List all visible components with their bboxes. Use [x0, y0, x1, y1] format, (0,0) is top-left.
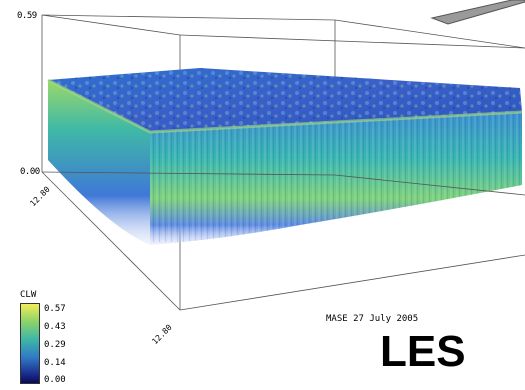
- cloud-layer-left-face: [48, 80, 150, 245]
- z-axis-top-label: 0.59: [17, 11, 37, 21]
- cloud-streaks-front: [150, 112, 522, 242]
- model-label: LES: [380, 327, 466, 376]
- cloud-layer-top-edge: [47, 78, 523, 134]
- legend-tick: 0.14: [44, 358, 66, 368]
- legend-tick: 0.43: [44, 322, 66, 332]
- legend-title: CLW: [20, 290, 37, 300]
- legend-tick: 0.29: [44, 340, 66, 350]
- z-axis-bottom-label: 0.00: [20, 167, 40, 177]
- legend-tick: 0.00: [44, 375, 66, 385]
- legend-tick: 0.57: [44, 304, 66, 314]
- wind-arrow-icon: [430, 0, 525, 25]
- cloud-layer-top-texture: [48, 68, 522, 132]
- color-scale-bar: [20, 303, 40, 384]
- bounding-box-front: [41, 171, 525, 311]
- caption-text: MASE 27 July 2005: [326, 314, 419, 324]
